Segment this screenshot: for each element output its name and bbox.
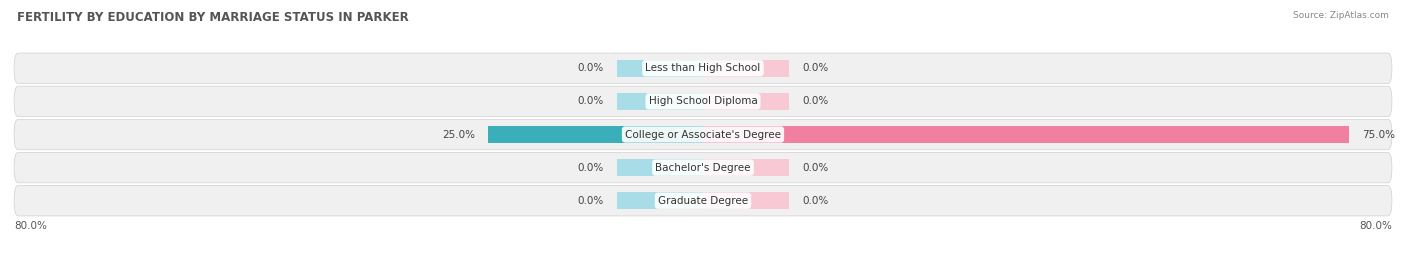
Bar bbox=[617, 192, 703, 209]
Text: FERTILITY BY EDUCATION BY MARRIAGE STATUS IN PARKER: FERTILITY BY EDUCATION BY MARRIAGE STATU… bbox=[17, 11, 409, 24]
Text: Graduate Degree: Graduate Degree bbox=[658, 196, 748, 206]
Text: Source: ZipAtlas.com: Source: ZipAtlas.com bbox=[1294, 11, 1389, 20]
Bar bbox=[703, 159, 789, 176]
Text: 0.0%: 0.0% bbox=[801, 196, 828, 206]
Text: 0.0%: 0.0% bbox=[578, 63, 605, 73]
Bar bbox=[703, 93, 789, 110]
FancyBboxPatch shape bbox=[14, 86, 1392, 117]
Text: 80.0%: 80.0% bbox=[1360, 221, 1392, 231]
Text: 75.0%: 75.0% bbox=[1362, 129, 1395, 140]
FancyBboxPatch shape bbox=[14, 152, 1392, 183]
FancyBboxPatch shape bbox=[14, 53, 1392, 83]
Text: College or Associate's Degree: College or Associate's Degree bbox=[626, 129, 780, 140]
Text: 0.0%: 0.0% bbox=[801, 96, 828, 107]
Text: Less than High School: Less than High School bbox=[645, 63, 761, 73]
FancyBboxPatch shape bbox=[14, 186, 1392, 216]
Text: 0.0%: 0.0% bbox=[578, 96, 605, 107]
Bar bbox=[703, 192, 789, 209]
Bar bbox=[488, 126, 703, 143]
Text: 80.0%: 80.0% bbox=[14, 221, 46, 231]
Bar bbox=[703, 126, 1348, 143]
Bar bbox=[617, 93, 703, 110]
Text: 0.0%: 0.0% bbox=[801, 63, 828, 73]
FancyBboxPatch shape bbox=[14, 119, 1392, 150]
Bar bbox=[617, 60, 703, 77]
Bar bbox=[617, 159, 703, 176]
Text: High School Diploma: High School Diploma bbox=[648, 96, 758, 107]
Text: 0.0%: 0.0% bbox=[801, 162, 828, 173]
Bar bbox=[703, 60, 789, 77]
Text: 25.0%: 25.0% bbox=[441, 129, 475, 140]
Text: 0.0%: 0.0% bbox=[578, 196, 605, 206]
Text: Bachelor's Degree: Bachelor's Degree bbox=[655, 162, 751, 173]
Text: 0.0%: 0.0% bbox=[578, 162, 605, 173]
